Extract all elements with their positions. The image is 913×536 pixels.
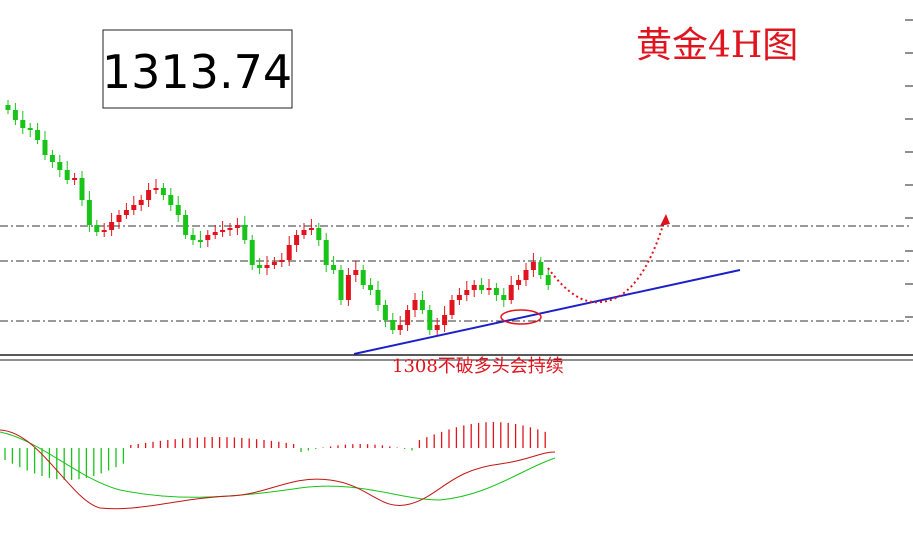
candle-body <box>368 285 374 290</box>
candle-body <box>538 262 544 275</box>
candle-body <box>279 260 285 262</box>
candle-body <box>456 295 462 300</box>
chart-title: 黄金4H图 <box>636 25 798 66</box>
candles <box>5 100 551 336</box>
projection-curve <box>547 221 665 304</box>
trend-line <box>353 269 741 355</box>
candle-body <box>212 232 218 235</box>
candle-body <box>382 305 388 320</box>
macd-line <box>0 429 556 510</box>
candle-body <box>183 215 189 235</box>
candle-body <box>434 325 440 330</box>
candle-body <box>412 300 418 310</box>
candle-body <box>153 188 159 190</box>
price-box <box>102 29 293 109</box>
candle-body <box>516 280 522 285</box>
candle-body <box>442 315 448 325</box>
candle-body <box>286 245 292 260</box>
candle-body <box>175 205 181 215</box>
candle-body <box>57 162 63 170</box>
candle-body <box>12 110 18 120</box>
candle-body <box>323 240 329 265</box>
candle-body <box>72 178 78 180</box>
candle-body <box>501 295 507 300</box>
candle-body <box>338 270 344 300</box>
candle-body <box>94 225 100 232</box>
candle-body <box>523 270 529 280</box>
candle-body <box>257 265 263 268</box>
candle-body <box>464 290 470 295</box>
candle-body <box>227 228 233 230</box>
candle-body <box>479 285 485 290</box>
macd-signal-line <box>0 431 556 501</box>
candle-body <box>271 262 277 265</box>
candle-body <box>249 240 255 265</box>
candle-body <box>405 310 411 325</box>
candle-body <box>316 228 322 240</box>
candle-body <box>301 230 307 235</box>
candle-body <box>242 225 248 240</box>
candle-body <box>109 222 115 230</box>
candle-body <box>205 235 211 240</box>
candle-body <box>86 200 92 225</box>
highlight-ellipse <box>500 309 542 325</box>
candle-body <box>42 140 48 155</box>
candle-body <box>360 270 366 285</box>
projection-arrowhead <box>660 214 670 226</box>
candle-body <box>419 300 425 310</box>
candle-body <box>20 120 26 128</box>
candle-body <box>471 285 477 290</box>
candle-body <box>220 230 226 232</box>
candle-body <box>146 190 152 200</box>
candle-body <box>138 200 144 205</box>
candle-body <box>545 275 551 285</box>
candle-body <box>190 235 196 240</box>
candle-body <box>353 270 359 275</box>
candle-body <box>427 310 433 330</box>
candle-body <box>486 288 492 290</box>
candle-body <box>101 230 107 232</box>
candle-body <box>116 215 122 222</box>
candle-body <box>27 128 33 130</box>
candle-body <box>160 188 166 195</box>
candle-body <box>49 155 55 162</box>
price-label: 1313.74 <box>102 45 292 99</box>
candle-body <box>168 195 174 205</box>
candle-body <box>530 262 536 270</box>
candle-body <box>64 170 70 180</box>
candle-body <box>131 205 137 210</box>
candle-body <box>493 288 499 295</box>
candle-body <box>397 325 403 330</box>
candle-body <box>294 235 300 245</box>
candle-body <box>508 285 514 300</box>
candle-body <box>331 265 337 270</box>
candle-body <box>449 300 455 315</box>
candle-body <box>35 130 41 140</box>
candle-body <box>264 265 270 268</box>
annotation: 1308不破多头会持续 <box>392 356 564 377</box>
candle-body <box>308 228 314 230</box>
candle-body <box>234 225 240 228</box>
candle-body <box>5 105 11 110</box>
macd-panel <box>0 422 556 510</box>
candle-body <box>345 275 351 300</box>
candle-body <box>375 290 381 305</box>
candle-body <box>390 320 396 330</box>
candle-body <box>197 240 203 242</box>
price-axis-ticks <box>905 19 913 318</box>
candle-body <box>79 178 85 200</box>
candle-body <box>123 210 129 215</box>
level-lines <box>0 225 910 322</box>
